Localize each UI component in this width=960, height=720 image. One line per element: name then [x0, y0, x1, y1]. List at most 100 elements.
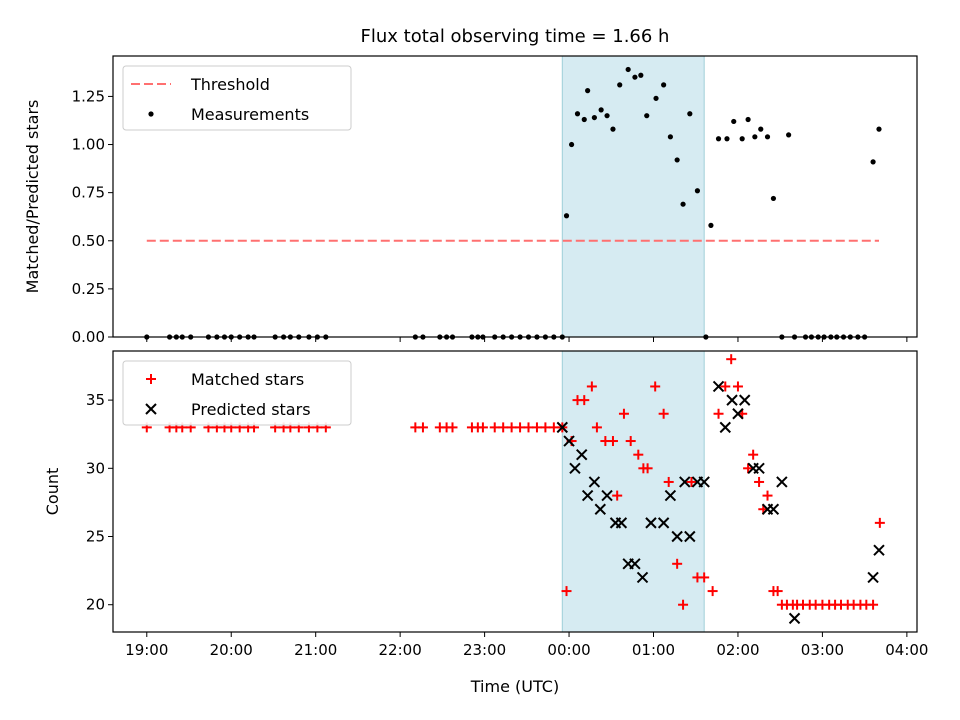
x-tick-label: 19:00 [125, 641, 168, 659]
measurement-point [638, 72, 644, 78]
matched-star-point [650, 381, 661, 392]
measurement-point [770, 195, 777, 202]
measurement-point [739, 136, 745, 142]
matched-star-point [540, 422, 551, 433]
y-tick-label: 30 [86, 459, 105, 477]
measurement-point [581, 116, 587, 123]
legend-label: Threshold [190, 75, 270, 94]
matched-star-point [591, 422, 602, 433]
matched-star-point [743, 463, 754, 474]
measurement-point [724, 136, 730, 142]
measurement-point [585, 88, 591, 94]
measurement-point [680, 201, 686, 207]
predicted-star-point [732, 408, 744, 420]
predicted-star-point [556, 421, 569, 434]
measurement-point [574, 111, 581, 117]
measurement-point [764, 134, 771, 140]
measurement-point [661, 82, 667, 88]
x-tick-label: 20:00 [210, 641, 253, 659]
matched-star-point [586, 381, 597, 392]
measurement-point [758, 126, 764, 132]
x-axis-label: Time (UTC) [470, 677, 559, 696]
predicted-star-point [684, 530, 696, 543]
series-predicted-stars [556, 380, 885, 625]
x-b [594, 503, 607, 515]
x-b [719, 421, 731, 434]
highlight-span [561, 350, 705, 633]
figure-title: Flux total observing time = 1.66 h [361, 26, 670, 47]
predicted-star-point [753, 462, 765, 475]
matched-star-point [754, 476, 765, 487]
x-b [556, 421, 569, 434]
matched-star-point [748, 449, 759, 460]
measurement-point [625, 66, 631, 73]
measurement-point [667, 134, 673, 140]
highlight-span [561, 55, 705, 338]
x-tick-label: 00:00 [547, 641, 590, 659]
predicted-star-point [645, 517, 657, 529]
x-b [753, 462, 765, 475]
legend-box [122, 360, 352, 426]
matched-star-point [498, 422, 509, 433]
y-tick-label: 35 [86, 391, 105, 409]
predicted-star-point [671, 530, 683, 543]
x-b [629, 558, 641, 570]
x-b [684, 530, 696, 543]
y-tick-label: 1.00 [72, 136, 105, 154]
x-b [581, 489, 594, 502]
measurement-point [591, 114, 597, 121]
x-b [788, 612, 801, 625]
y-tick-label: 20 [86, 596, 105, 614]
matched-star-point [732, 381, 743, 392]
predicted-star-point [776, 476, 788, 488]
x-tick-label: 02:00 [716, 641, 759, 659]
y-tick-label: 1.25 [72, 87, 105, 105]
x-b [601, 489, 613, 502]
y-tick-label: 0.00 [72, 328, 105, 346]
measurement-point [752, 134, 758, 140]
x-b [636, 571, 649, 584]
matched-star-point [762, 490, 773, 501]
predicted-star-point [767, 503, 780, 515]
matched-star-point [868, 599, 879, 610]
predicted-star-point [629, 558, 641, 570]
x-b [726, 394, 738, 406]
matched-star-point [579, 395, 590, 406]
matched-star-point [658, 408, 669, 419]
matched-star-point [713, 408, 724, 419]
series-measurements [144, 66, 882, 340]
y-tick-label: 25 [86, 528, 105, 546]
matched-star-point [686, 476, 697, 487]
x-b [657, 517, 670, 529]
matched-star-point [678, 599, 689, 610]
predicted-star-point [601, 489, 613, 502]
matched-star-point [663, 476, 674, 487]
measurement-point [610, 126, 616, 132]
legend: Matched stars Predicted stars [122, 360, 352, 426]
predicted-star-point [664, 489, 677, 502]
x-b [712, 380, 725, 393]
panel-1: 0.00 0.25 0.50 0.75 1.00 1.25 Matched/Predicte… [23, 55, 918, 346]
x-tick-label: 21:00 [294, 641, 337, 659]
predicted-star-point [615, 517, 628, 529]
measurement-point [644, 113, 650, 119]
matched-star-point [477, 422, 488, 433]
matched-star-point [506, 422, 517, 433]
y-axis-label: Matched/Predicted stars [23, 100, 42, 294]
predicted-star-point [739, 394, 751, 406]
predicted-star-point [867, 571, 879, 584]
matched-star-point [548, 422, 559, 433]
matched-star-point [772, 586, 783, 597]
y-tick-label: 0.25 [72, 280, 105, 298]
measurement-point [745, 116, 751, 123]
series-matched-stars [141, 354, 885, 610]
predicted-star-point [698, 476, 710, 488]
x-b [679, 476, 691, 488]
measurement-point [563, 213, 570, 219]
x-tick-label: 01:00 [632, 641, 675, 659]
matched-star-point [515, 422, 526, 433]
measurement-point [731, 118, 737, 125]
matched-star-point [417, 422, 428, 433]
predicted-star-point [576, 448, 588, 461]
